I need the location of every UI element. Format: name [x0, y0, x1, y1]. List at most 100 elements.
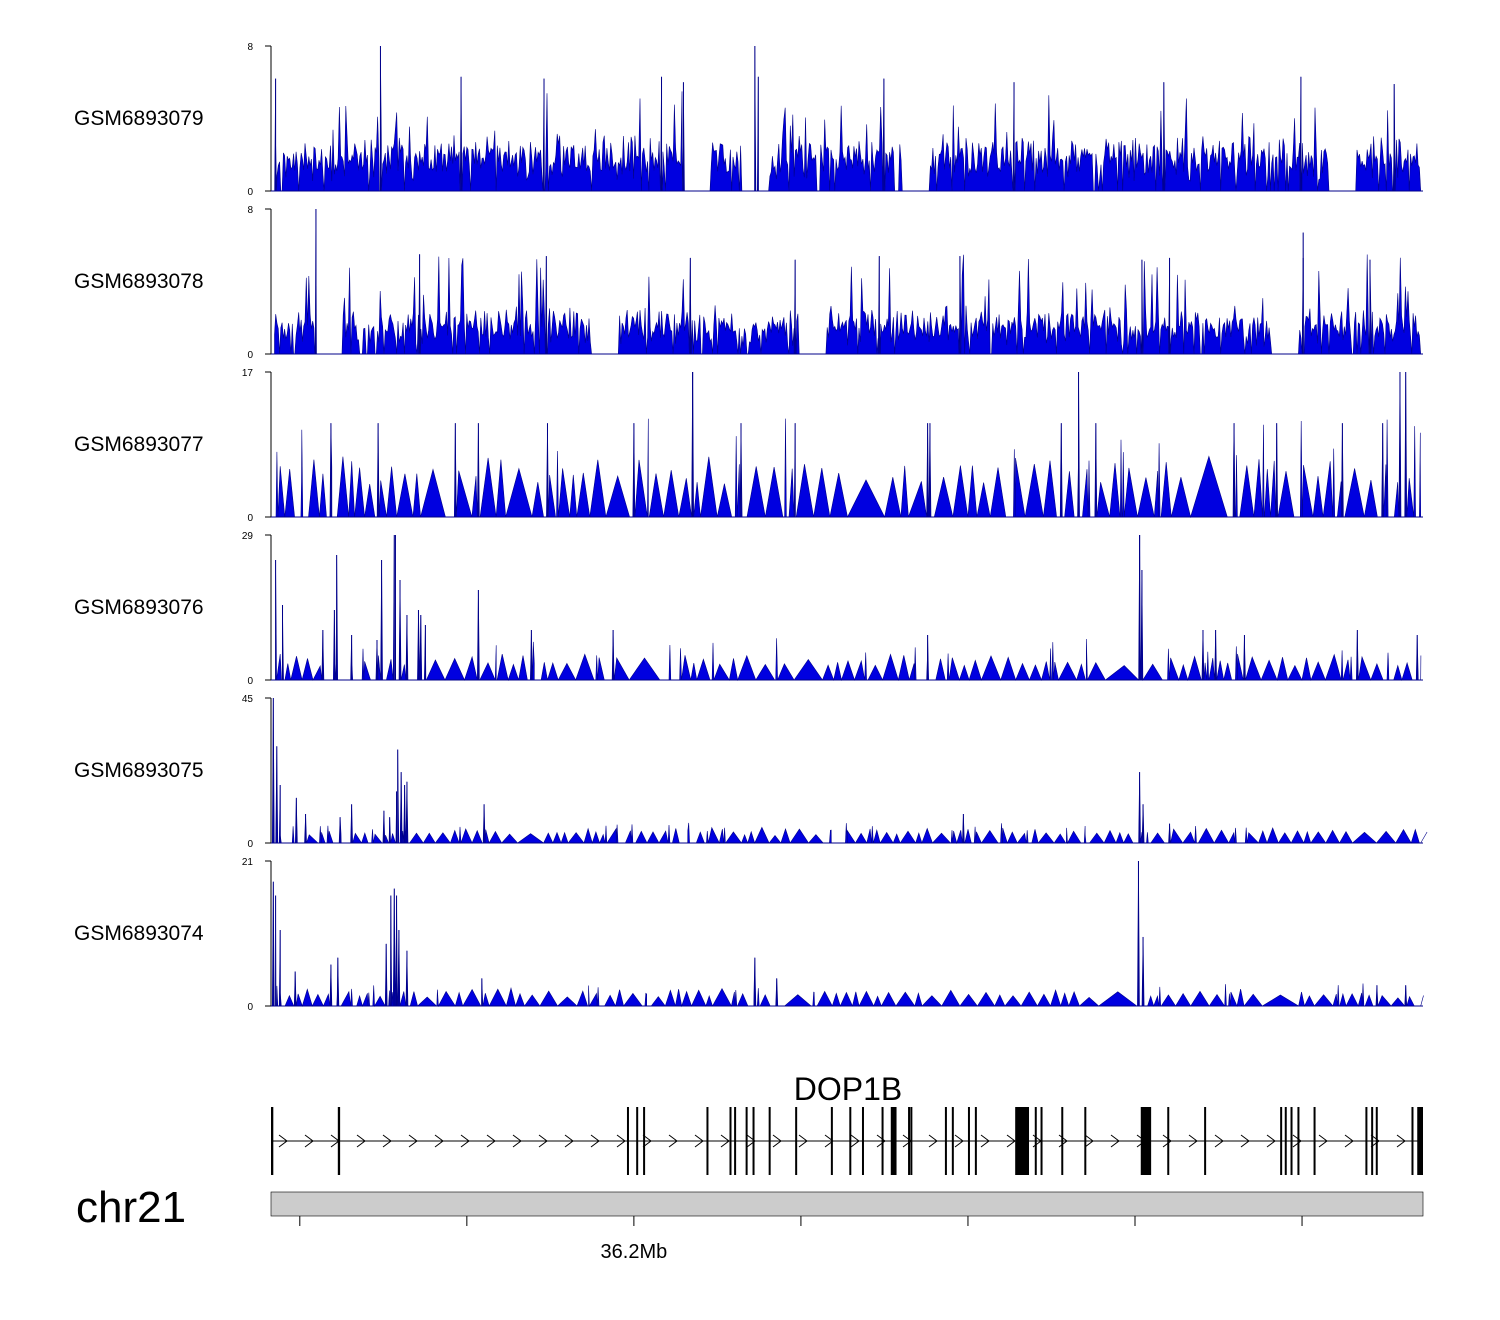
track-GSM6893074: GSM6893074 21 0: [74, 857, 1424, 1013]
exon: [626, 1107, 629, 1175]
chromosome-band: [270, 1191, 1424, 1217]
exon: [795, 1107, 798, 1175]
exon: [745, 1107, 748, 1175]
strand-arrow: [1240, 1134, 1250, 1148]
track-GSM6893078: GSM6893078 8 0: [74, 205, 1423, 361]
strand-arrow: [1188, 1134, 1198, 1148]
track-label: GSM6893077: [74, 433, 204, 456]
strand-arrow: [1370, 1134, 1380, 1148]
exon: [1313, 1107, 1316, 1175]
exon: [1061, 1107, 1064, 1175]
exon: [967, 1107, 970, 1175]
strand-arrow: [356, 1134, 366, 1148]
signal-area: [274, 534, 1422, 682]
exon: [768, 1107, 771, 1175]
track-label: GSM6893079: [74, 107, 204, 130]
strand-arrow: [876, 1134, 886, 1148]
y-tick-label-bottom: 0: [247, 1002, 253, 1013]
y-tick-label-top: 45: [242, 694, 254, 705]
strand-arrow: [1344, 1134, 1354, 1148]
strand-arrow: [954, 1134, 964, 1148]
strand-arrow: [434, 1134, 444, 1148]
strand-arrow: [512, 1134, 522, 1148]
exon: [1375, 1107, 1378, 1175]
strand-arrow: [772, 1134, 782, 1148]
y-tick-label-bottom: 0: [247, 676, 253, 687]
strand-arrow: [850, 1134, 860, 1148]
exon: [271, 1107, 274, 1175]
strand-arrow: [486, 1134, 496, 1148]
track-label: GSM6893074: [74, 922, 204, 945]
strand-arrow: [928, 1134, 938, 1148]
strand-arrow: [798, 1134, 808, 1148]
y-tick-label-bottom: 0: [247, 513, 253, 524]
strand-arrow: [1266, 1134, 1276, 1148]
exon: [974, 1107, 977, 1175]
signal-area: [271, 860, 1424, 1008]
gene-track: DOP1B: [271, 1071, 1423, 1175]
strand-arrow: [1292, 1134, 1302, 1148]
exon: [1371, 1107, 1374, 1175]
strand-arrow: [278, 1134, 288, 1148]
track-label: GSM6893076: [74, 596, 204, 619]
exon: [752, 1107, 755, 1175]
exon: [910, 1107, 913, 1175]
exon: [1140, 1107, 1152, 1175]
exon: [951, 1107, 954, 1175]
strand-arrow: [668, 1134, 678, 1148]
strand-arrow: [1396, 1134, 1406, 1148]
exon: [1084, 1107, 1087, 1175]
exon: [830, 1107, 833, 1175]
y-tick-label-top: 21: [242, 857, 254, 868]
strand-arrow: [694, 1134, 704, 1148]
signal-area: [274, 45, 1422, 192]
strand-arrow: [408, 1134, 418, 1148]
y-tick-label-top: 8: [247, 205, 253, 216]
exon: [636, 1107, 639, 1175]
strand-arrow: [1162, 1134, 1172, 1148]
exon: [944, 1107, 947, 1175]
exon: [1411, 1107, 1414, 1175]
strand-arrow: [382, 1134, 392, 1148]
strand-arrow: [980, 1134, 990, 1148]
strand-arrow: [1110, 1134, 1120, 1148]
exon: [890, 1107, 897, 1175]
exon: [729, 1107, 732, 1175]
exon: [1015, 1107, 1030, 1175]
exon: [849, 1107, 852, 1175]
exon: [881, 1107, 884, 1175]
strand-arrow: [460, 1134, 470, 1148]
exon: [337, 1107, 341, 1175]
strand-arrow: [642, 1134, 652, 1148]
track-label: GSM6893078: [74, 270, 204, 293]
signal-tracks: GSM689307980GSM689307880GSM6893077170GSM…: [74, 42, 1428, 1013]
strand-arrow: [1318, 1134, 1328, 1148]
chromosome-label: chr21: [76, 1183, 186, 1232]
ideogram-track: chr21 36.2Mb: [76, 1183, 1424, 1263]
exon: [1280, 1107, 1283, 1175]
exon: [643, 1107, 646, 1175]
strand-arrow: [1084, 1134, 1094, 1148]
exon: [1034, 1107, 1037, 1175]
exon: [1284, 1107, 1287, 1175]
exon: [1290, 1107, 1293, 1175]
exon: [706, 1107, 709, 1175]
strand-arrow: [590, 1134, 600, 1148]
exon: [734, 1107, 737, 1175]
track-GSM6893077: GSM6893077 17 0: [74, 368, 1423, 524]
track-label: GSM6893075: [74, 759, 204, 782]
strand-arrow: [564, 1134, 574, 1148]
exon: [1167, 1107, 1170, 1175]
track-GSM6893076: GSM6893076 29 0: [74, 531, 1423, 687]
y-tick-label-bottom: 0: [247, 187, 253, 198]
exon: [861, 1107, 864, 1175]
y-tick-label-top: 29: [242, 531, 254, 542]
y-tick-label-top: 8: [247, 42, 253, 53]
signal-area: [271, 697, 1428, 845]
strand-arrow: [616, 1134, 626, 1148]
exon: [1365, 1107, 1368, 1175]
y-tick-label-top: 17: [242, 368, 254, 379]
exon: [1417, 1107, 1423, 1175]
strand-arrow: [1006, 1134, 1016, 1148]
